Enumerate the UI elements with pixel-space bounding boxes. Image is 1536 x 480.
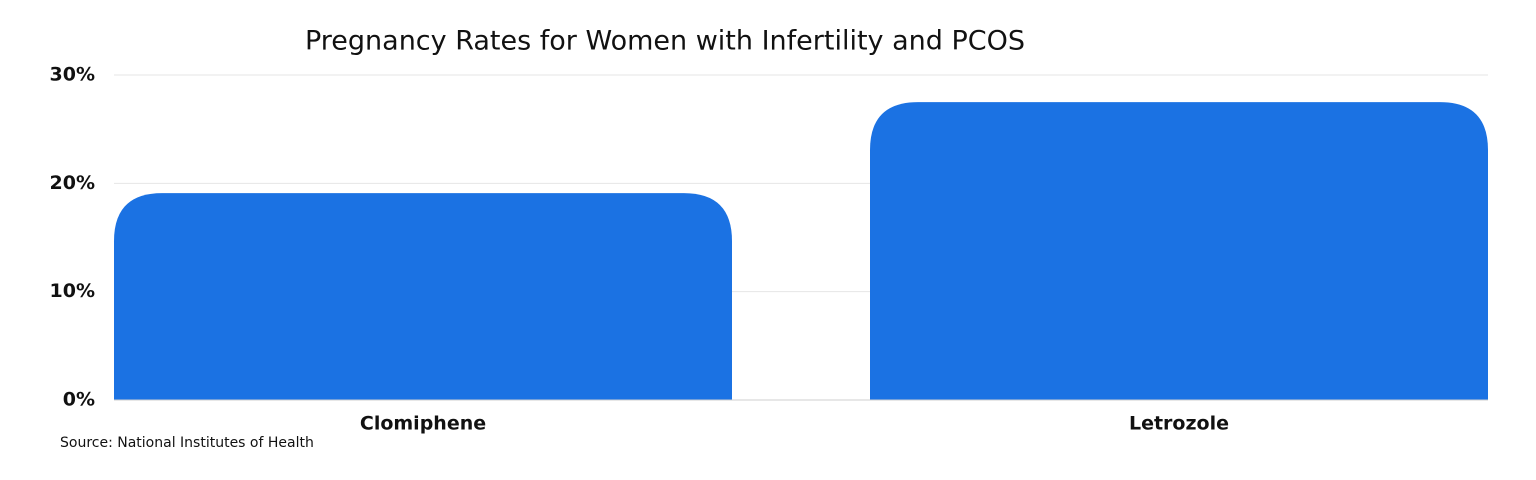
- x-tick-label: Clomiphene: [360, 413, 486, 435]
- bar: [870, 102, 1488, 400]
- y-tick-label: 10%: [50, 280, 95, 302]
- y-tick-label: 30%: [50, 64, 95, 86]
- y-tick-label: 0%: [63, 389, 95, 411]
- chart-title: Pregnancy Rates for Women with Infertili…: [305, 26, 1025, 57]
- x-tick-label: Letrozole: [1129, 413, 1229, 435]
- bar: [114, 193, 732, 400]
- y-tick-label: 20%: [50, 172, 95, 194]
- source-note: Source: National Institutes of Health: [60, 435, 314, 451]
